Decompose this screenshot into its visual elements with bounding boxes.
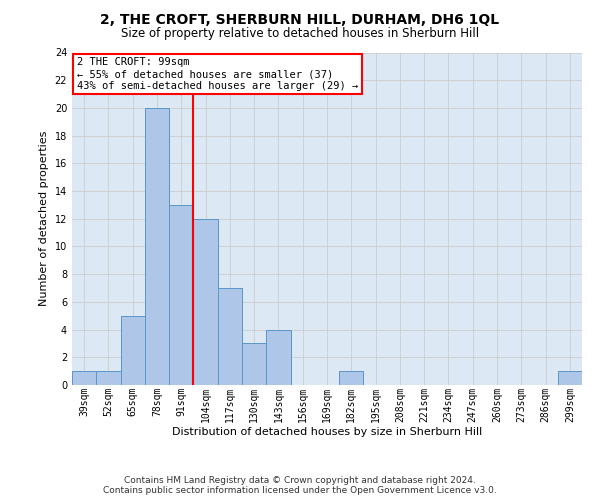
Text: Contains HM Land Registry data © Crown copyright and database right 2024.
Contai: Contains HM Land Registry data © Crown c… [103,476,497,495]
Text: 2 THE CROFT: 99sqm
← 55% of detached houses are smaller (37)
43% of semi-detache: 2 THE CROFT: 99sqm ← 55% of detached hou… [77,58,358,90]
Bar [242,344,266,385]
Bar [169,205,193,385]
Bar [72,371,96,385]
Text: Size of property relative to detached houses in Sherburn Hill: Size of property relative to detached ho… [121,28,479,40]
Bar [145,108,169,385]
Bar [339,371,364,385]
Bar [218,288,242,385]
X-axis label: Distribution of detached houses by size in Sherburn Hill: Distribution of detached houses by size … [172,427,482,437]
Bar [96,371,121,385]
Bar [121,316,145,385]
Bar [558,371,582,385]
Bar [266,330,290,385]
Y-axis label: Number of detached properties: Number of detached properties [39,131,49,306]
Bar [193,219,218,385]
Text: 2, THE CROFT, SHERBURN HILL, DURHAM, DH6 1QL: 2, THE CROFT, SHERBURN HILL, DURHAM, DH6… [100,12,500,26]
